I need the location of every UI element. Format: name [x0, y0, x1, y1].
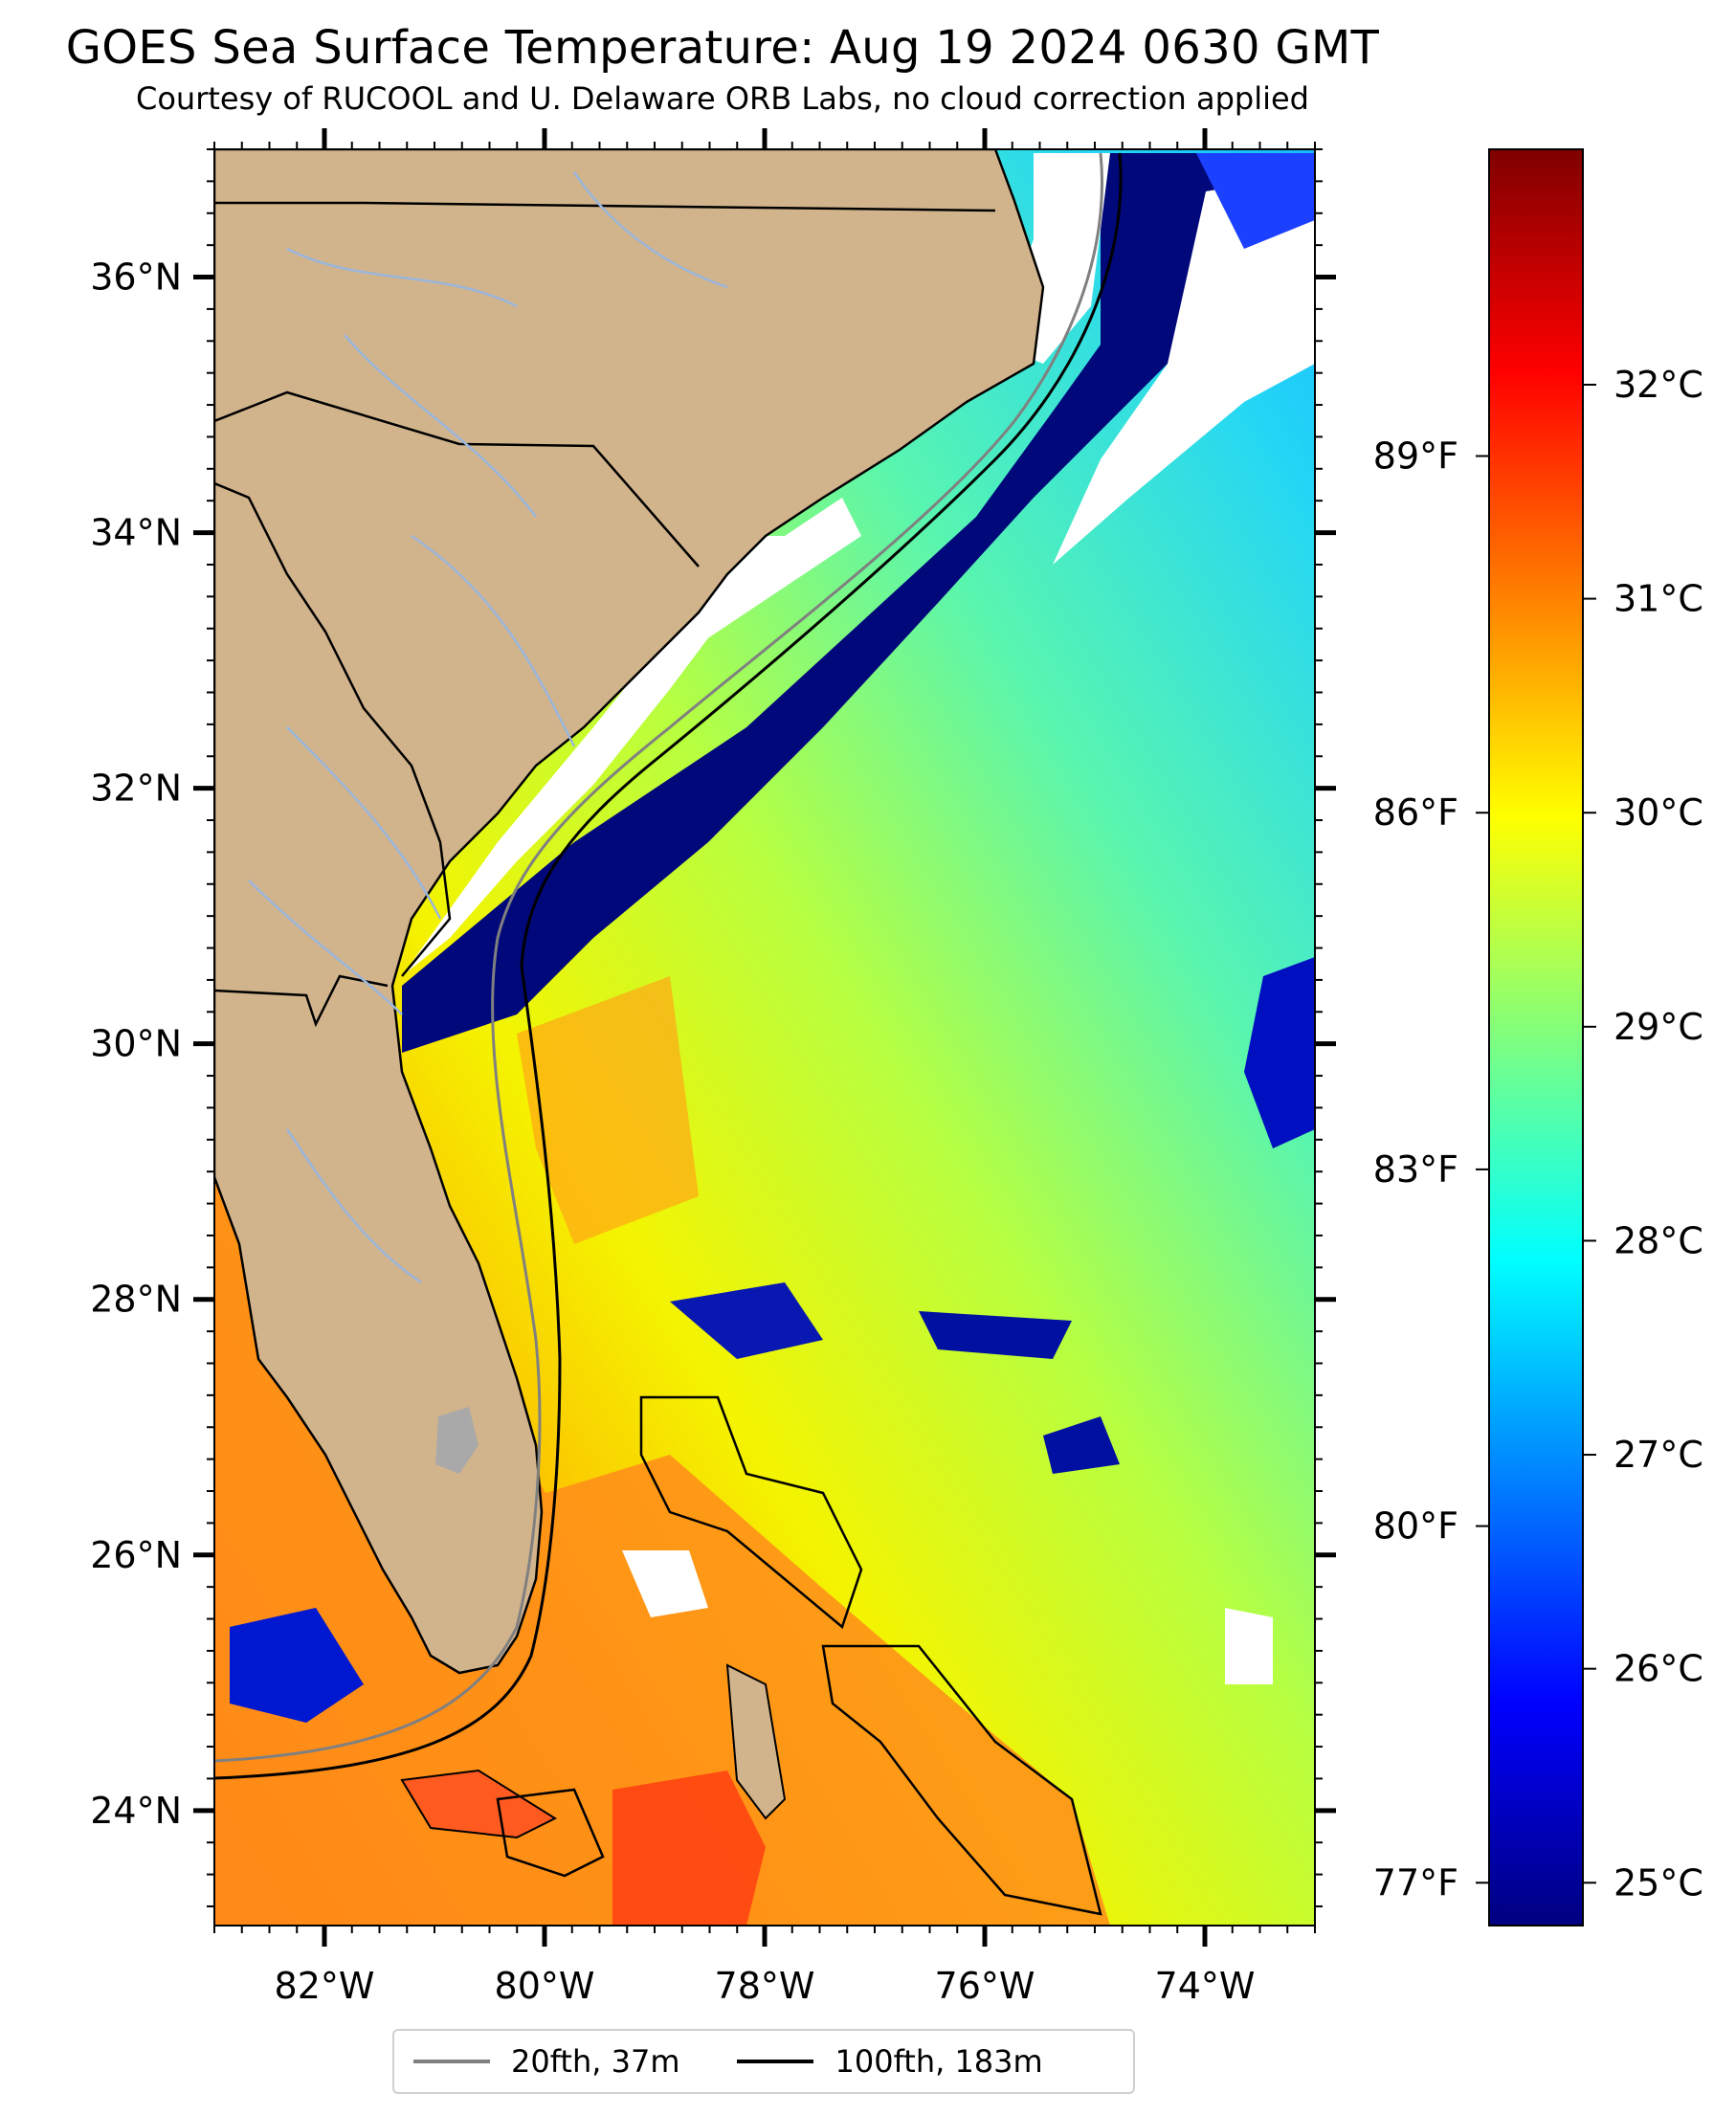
cool-patch-east	[1244, 957, 1315, 1148]
fahrenheit-label: 83°F	[1373, 1148, 1458, 1191]
warm-gulf-stream-core	[517, 976, 699, 1244]
celsius-label: 32°C	[1614, 364, 1703, 406]
longitude-labels: 82°W 80°W 78°W 76°W 74°W	[275, 1965, 1256, 2007]
celsius-label: 25°C	[1614, 1861, 1703, 1904]
contour-100fth-183m	[214, 152, 1123, 1780]
latitude-label: 26°N	[90, 1534, 182, 1576]
celsius-label: 29°C	[1614, 1006, 1703, 1048]
map-title: GOES Sea Surface Temperature: Aug 19 202…	[65, 21, 1380, 75]
longitude-label: 76°W	[935, 1965, 1035, 2007]
cloud-mask-streak	[1053, 172, 1315, 565]
longitude-label: 80°W	[495, 1965, 595, 2007]
state-border-sc-ga	[214, 481, 452, 977]
celsius-label: 31°C	[1614, 578, 1703, 620]
contour-20fth-37m	[214, 152, 1104, 1763]
fahrenheit-label: 77°F	[1373, 1861, 1458, 1904]
celsius-label: 28°C	[1614, 1219, 1703, 1261]
celsius-label: 27°C	[1614, 1434, 1703, 1476]
cool-patch-south	[230, 1608, 364, 1723]
hot-water-patch	[612, 1771, 766, 1926]
contour-bahamas-banks	[496, 1395, 1102, 1916]
colorbar	[1488, 148, 1584, 1927]
latitude-label: 36°N	[90, 256, 182, 299]
legend-label-100fth: 100fth, 183m	[835, 2043, 1043, 2080]
contour-legend: 20fth, 37m 100fth, 183m	[392, 2029, 1135, 2094]
legend-swatch-20fth	[413, 2060, 490, 2063]
cloud-mask-bahamas	[622, 1550, 708, 1617]
state-border-ga-fl	[214, 974, 389, 1028]
legend-item-100fth: 100fth, 183m	[737, 2043, 1043, 2080]
cool-coastal-band	[402, 153, 1315, 1053]
map-subtitle: Courtesy of RUCOOL and U. Delaware ORB L…	[136, 80, 1309, 117]
longitude-label: 78°W	[715, 1965, 815, 2007]
legend-swatch-100fth	[737, 2060, 814, 2063]
latitude-label: 24°N	[90, 1790, 182, 1832]
latitude-label: 34°N	[90, 512, 182, 554]
colorbar-fahrenheit-labels: 89°F 86°F 83°F 80°F 77°F	[1373, 435, 1458, 1904]
map-ticks	[193, 128, 1336, 1947]
sst-map-area	[214, 149, 1315, 1926]
colorbar-ticks	[1476, 383, 1596, 1884]
lake-okeechobee	[435, 1407, 479, 1474]
cool-patch-northeast	[1196, 153, 1315, 249]
land-us-east-coast	[214, 149, 1045, 1675]
cloud-mask-east	[1225, 1608, 1273, 1684]
cool-patch-offshore	[919, 1311, 1072, 1359]
latitude-labels: 36°N 34°N 32°N 30°N 28°N 26°N 24°N	[90, 256, 182, 1832]
longitude-label: 82°W	[275, 1965, 375, 2007]
land-bahamas-andros	[725, 1663, 787, 1820]
legend-label-20fth: 20fth, 37m	[511, 2043, 680, 2080]
colorbar-celsius-labels: 32°C 31°C 30°C 29°C 28°C 27°C 26°C 25°C	[1614, 364, 1703, 1904]
rivers	[248, 171, 728, 1284]
fahrenheit-label: 86°F	[1373, 791, 1458, 834]
latitude-label: 30°N	[90, 1023, 182, 1065]
latitude-label: 32°N	[90, 768, 182, 810]
fahrenheit-label: 80°F	[1373, 1505, 1458, 1548]
cool-patch-midsea	[670, 1282, 823, 1359]
fahrenheit-label: 89°F	[1373, 435, 1458, 478]
land-cuba-key	[400, 1769, 558, 1839]
state-border-va-nc	[214, 201, 996, 212]
latitude-label: 28°N	[90, 1279, 182, 1321]
legend-item-20fth: 20fth, 37m	[413, 2043, 679, 2080]
celsius-label: 30°C	[1614, 791, 1703, 834]
celsius-label: 26°C	[1614, 1648, 1703, 1690]
cloud-mask-carolinas	[660, 498, 861, 651]
longitude-label: 74°W	[1155, 1965, 1256, 2007]
cool-patch-gulf	[1043, 1416, 1120, 1474]
state-border-nc-sc	[214, 390, 700, 568]
